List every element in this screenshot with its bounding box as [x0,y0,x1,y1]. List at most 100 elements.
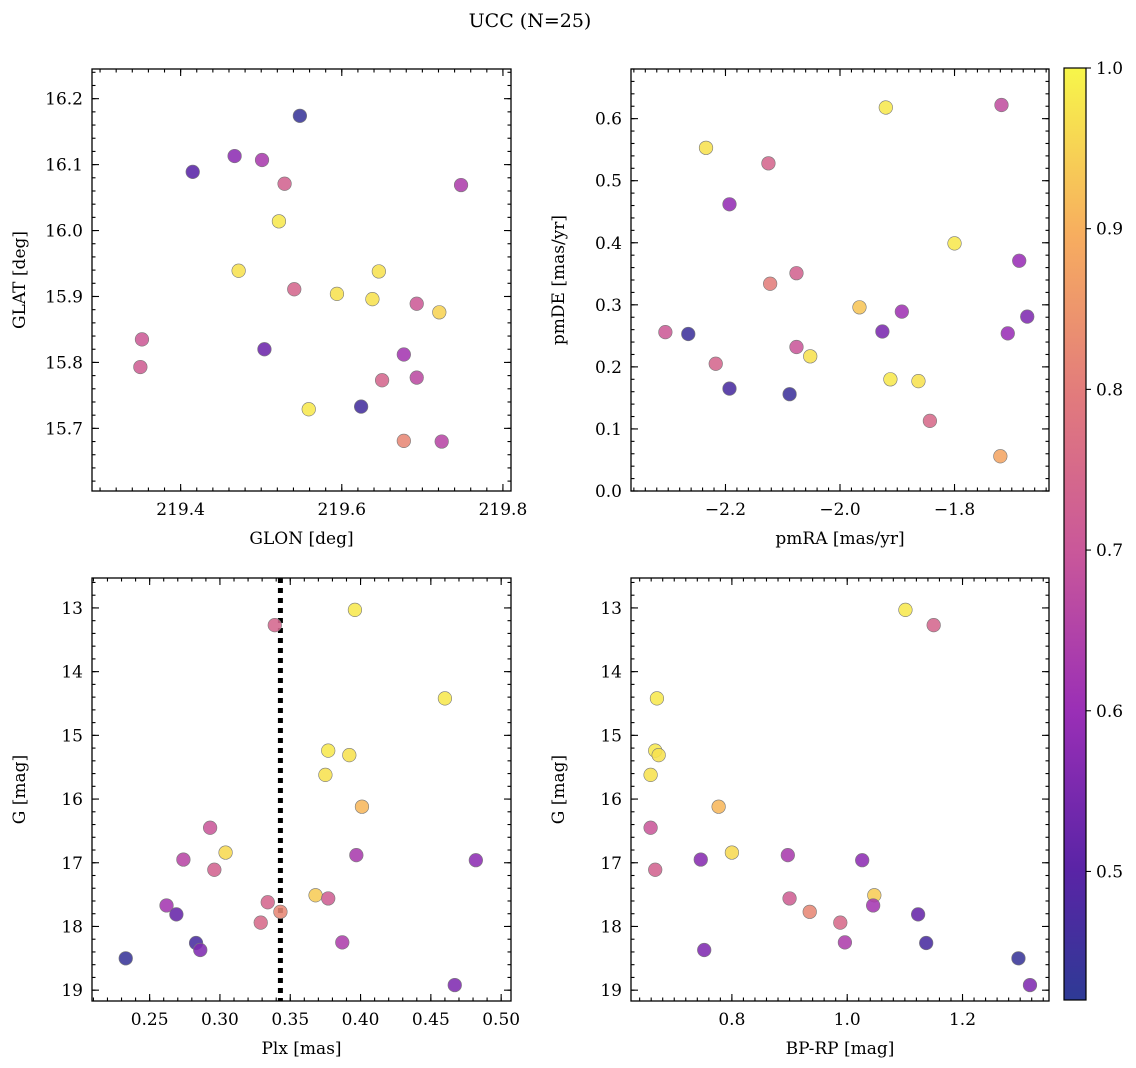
x-tick-label: 0.25 [131,1010,169,1030]
scatter-point [169,907,184,922]
scatter-point [649,691,665,706]
scatter-point [231,263,246,278]
scatter-point [878,100,893,115]
scatter-point [761,156,776,171]
y-tick-label: 15 [600,726,622,746]
scatter-point [919,935,934,951]
x-axis-label: GLON [deg] [249,529,353,549]
colorbar-tick-label: 1.0 [1096,59,1123,79]
scatter-point [253,915,268,930]
y-tick-label: 0.2 [595,358,622,378]
scatter-point [292,108,307,123]
scatter-point [335,935,350,950]
scatter-point [926,618,941,633]
x-axis-label: pmRA [mas/yr] [775,529,904,549]
panel-2: −2.2 −2.0 −1.8 0.0 0.1 0.2 0.3 0.4 0.5 0.6 pmRA [m… [549,68,1050,549]
scatter-point [837,935,853,950]
scatter-point [409,296,424,311]
x-tick-label: −2.2 [705,500,746,520]
colorbar-tick-label: 0.8 [1096,380,1123,400]
scatter-point [643,767,658,782]
scatter-point [271,214,287,229]
y-tick-label: 0.3 [595,296,622,316]
y-axis-label: GLAT [deg] [10,231,30,329]
scatter-point [866,898,881,913]
x-axis-label: Plx [mas] [261,1039,341,1059]
scatter-point [658,325,673,340]
y-axis-label: G [mag] [10,755,30,824]
scatter-point [277,176,292,191]
panel-1: 219.4 219.6 219.8 15.7 15.8 15.9 16.0 16.1 16.2 G… [10,68,528,549]
scatter-point [1000,326,1015,341]
scatter-points [643,602,1038,993]
scatter-point [782,387,797,402]
scatter-point [437,691,453,706]
colorbar-tick-label: 0.7 [1096,541,1123,561]
y-tick-label: 15.9 [45,287,83,307]
y-tick-label: 16.2 [45,90,83,110]
y-tick-label: 18 [61,917,83,937]
scatter-point [852,300,867,315]
panel-4: 0.8 1.0 1.2 13 14 15 16 17 18 19 BP-RP [mag] G [mag… [549,577,1050,1059]
scatter-point [207,862,222,877]
scatter-point [308,888,323,903]
panel-3: 0.25 0.30 0.35 0.40 0.45 0.50 13 14 15 16 17 18 19 Pl… [10,577,520,1059]
scatter-point [318,767,333,782]
y-tick-label: 15 [61,726,83,746]
scatter-point [185,164,200,179]
x-tick-label: 0.35 [271,1010,309,1030]
scatter-points [118,602,483,993]
scatter-point [287,282,302,297]
scatter-point [651,747,666,763]
colorbar-tick-label: 0.6 [1096,702,1123,722]
scatter-point [118,951,133,966]
scatter-point [203,820,218,835]
y-tick-label: 19 [600,981,622,1001]
scatter-point [260,895,275,910]
y-tick-label: 17 [600,854,622,874]
y-tick-label: 0.5 [595,172,622,192]
scatter-point [329,286,345,301]
minor-ticks [92,69,511,491]
scatter-point [697,942,712,958]
scatter-point [1020,309,1035,324]
scatter-point [855,853,870,868]
scatter-point [898,602,913,617]
x-tick-label: 0.40 [342,1010,380,1030]
scatter-point [911,907,926,922]
x-tick-label: −1.8 [934,500,975,520]
plot-frame [630,577,1050,1002]
scatter-point [321,743,336,758]
colorbar-tick-label: 0.5 [1096,862,1123,882]
scatter-point [681,326,696,342]
y-tick-label: 0.6 [595,110,622,130]
y-tick-label: 0.0 [595,482,622,502]
scatter-point [218,845,233,860]
scatter-point [301,402,316,417]
scatter-point [708,356,723,371]
scatter-point [257,342,272,357]
scatter-point [1012,253,1027,268]
y-tick-label: 16.1 [45,156,83,176]
scatter-point [922,413,937,428]
y-tick-label: 15.7 [45,419,83,439]
scatter-point [267,618,282,633]
y-tick-label: 16 [600,790,622,810]
scatter-point [193,942,208,958]
scatter-point [365,292,380,307]
scatter-point [374,373,390,388]
scatter-point [176,852,191,867]
scatter-point [789,266,804,281]
scatter-point [648,862,663,877]
x-tick-label: 219.8 [479,500,528,520]
scatter-point [396,433,411,448]
colorbar-tick-label: 0.9 [1096,220,1123,240]
scatter-points [658,97,1035,464]
scatter-point [875,324,890,339]
scatter-point [1011,951,1026,966]
figure-title: UCC (N=25) [469,10,592,32]
scatter-point [693,852,708,867]
scatter-point [724,845,739,860]
scatter-point [883,372,898,387]
scatter-point [894,304,909,319]
